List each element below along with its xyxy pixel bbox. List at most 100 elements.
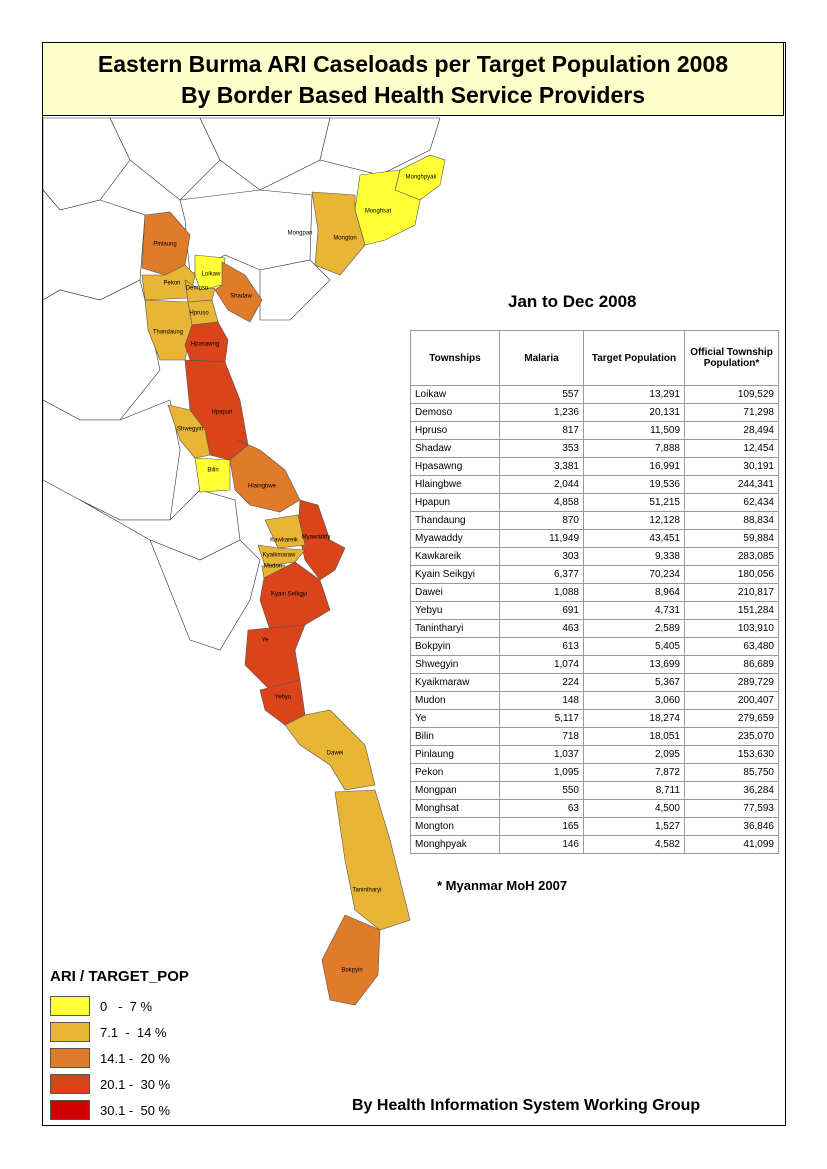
table-cell: 153,630: [684, 745, 779, 764]
township-name: Kyain Seikgyi: [410, 565, 500, 584]
table-cell: 19,536: [583, 475, 685, 494]
township-name: Mongton: [410, 817, 500, 836]
table-row: Kawkareik 303 9,338 283,085: [410, 547, 779, 566]
township-name: Shwegyin: [410, 655, 500, 674]
table-cell: 718: [499, 727, 584, 746]
map-label: Yebyu: [275, 695, 291, 701]
table-cell: 8,711: [583, 781, 685, 800]
table-cell: 817: [499, 421, 584, 440]
township-regions: [141, 154, 446, 1006]
map-label: Demoso: [186, 286, 209, 292]
township-name: Shadaw: [410, 439, 500, 458]
table-cell: 4,582: [583, 835, 685, 854]
table-cell: 691: [499, 601, 584, 620]
table-cell: 12,454: [684, 439, 779, 458]
table-cell: 41,099: [684, 835, 779, 854]
table-cell: 550: [499, 781, 584, 800]
table-row: Bilin 718 18,051 235,070: [410, 727, 779, 746]
table-row: Hpasawng 3,381 16,991 30,191: [410, 457, 779, 476]
map-label: Bilin: [207, 468, 218, 474]
table-cell: 200,407: [684, 691, 779, 710]
column-header: Target Population: [583, 330, 685, 386]
legend-swatch: [50, 1074, 90, 1094]
table-cell: 86,689: [684, 655, 779, 674]
township-name: Thandaung: [410, 511, 500, 530]
subtitle: By Border Based Health Service Providers: [180, 82, 646, 108]
table-cell: 109,529: [684, 385, 779, 404]
township-name: Hpasawng: [410, 457, 500, 476]
table-cell: 2,589: [583, 619, 685, 638]
table-row: Mongpan 550 8,711 36,284: [410, 781, 779, 800]
table-cell: 59,884: [684, 529, 779, 548]
table-cell: 88,834: [684, 511, 779, 530]
map-label: Mongpan: [287, 231, 312, 237]
table-cell: 1,088: [499, 583, 584, 602]
table-row: Mudon 148 3,060 200,407: [410, 691, 779, 710]
table-row: Ye 5,117 18,274 279,659: [410, 709, 779, 728]
table-row: Kyaikmaraw 224 5,367 289,729: [410, 673, 779, 692]
table-cell: 148: [499, 691, 584, 710]
table-cell: 9,338: [583, 547, 685, 566]
map-label: Pekon: [163, 281, 180, 287]
table-cell: 557: [499, 385, 584, 404]
map-label: Loikaw: [202, 272, 221, 278]
table-cell: 3,060: [583, 691, 685, 710]
table-cell: 1,037: [499, 745, 584, 764]
township-name: Tanintharyi: [410, 619, 500, 638]
map-label: Mongton: [333, 236, 356, 242]
map-label: Ye: [262, 638, 269, 644]
legend-label: 14.1 - 20 %: [100, 1050, 171, 1066]
table-row: Tanintharyi 463 2,589 103,910: [410, 619, 779, 638]
table-row: Yebyu 691 4,731 151,284: [410, 601, 779, 620]
map-label: Bokpyin: [341, 968, 362, 974]
table-cell: 77,593: [684, 799, 779, 818]
township-name: Demoso: [410, 403, 500, 422]
table-cell: 1,095: [499, 763, 584, 782]
credit: By Health Information System Working Gro…: [352, 1097, 701, 1114]
table-cell: 279,659: [684, 709, 779, 728]
map-label: Mudon: [264, 564, 282, 570]
map-label: Hpapun: [211, 410, 232, 416]
legend-label: 7.1 - 14 %: [100, 1024, 167, 1040]
table-cell: 1,527: [583, 817, 685, 836]
map-label: Monghsat: [365, 209, 392, 215]
map-label: Dawei: [327, 751, 344, 757]
map-label: Shadaw: [230, 294, 252, 300]
table-row: Pekon 1,095 7,872 85,750: [410, 763, 779, 782]
table-row: Thandaung 870 12,128 88,834: [410, 511, 779, 530]
table-row: Monghsat 63 4,500 77,593: [410, 799, 779, 818]
table-row: Pinlaung 1,037 2,095 153,630: [410, 745, 779, 764]
map-label: Monghpyak: [405, 175, 437, 181]
table-row: Shadaw 353 7,888 12,454: [410, 439, 779, 458]
legend-item: 7.1 - 14 %: [50, 1019, 189, 1045]
column-header: Malaria: [499, 330, 584, 386]
table-cell: 210,817: [684, 583, 779, 602]
table-cell: 51,215: [583, 493, 685, 512]
township-name: Dawei: [410, 583, 500, 602]
table-cell: 71,298: [684, 403, 779, 422]
table-cell: 3,381: [499, 457, 584, 476]
table-row: Demoso 1,236 20,131 71,298: [410, 403, 779, 422]
table-cell: 463: [499, 619, 584, 638]
table-cell: 4,731: [583, 601, 685, 620]
column-header: Townships: [410, 330, 500, 386]
table-cell: 20,131: [583, 403, 685, 422]
table-cell: 63: [499, 799, 584, 818]
table-cell: 28,494: [684, 421, 779, 440]
footnote: * Myanmar MoH 2007: [437, 878, 568, 893]
map-label: Kyain Seikgyi: [271, 592, 307, 598]
township-name: Hpapun: [410, 493, 500, 512]
table-cell: 5,117: [499, 709, 584, 728]
township-name: Monghsat: [410, 799, 500, 818]
context-regions: [42, 117, 441, 651]
map-label: Hpruso: [189, 311, 209, 317]
map-label: Thandaung: [153, 330, 183, 336]
table-cell: 870: [499, 511, 584, 530]
table-cell: 4,858: [499, 493, 584, 512]
map-label: Myawaddy: [302, 535, 331, 541]
table-cell: 165: [499, 817, 584, 836]
table-cell: 353: [499, 439, 584, 458]
table-cell: 16,991: [583, 457, 685, 476]
township-name: Monghpyak: [410, 835, 500, 854]
table-cell: 283,085: [684, 547, 779, 566]
